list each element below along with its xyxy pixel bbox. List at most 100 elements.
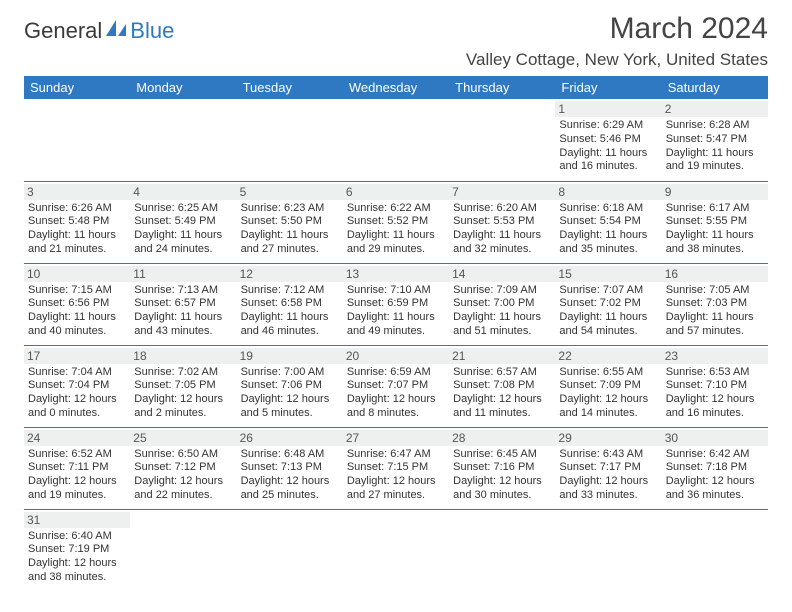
calendar-cell: 3 Sunrise: 6:26 AMSunset: 5:48 PMDaylight… bbox=[24, 181, 130, 263]
day-info: Sunrise: 7:15 AMSunset: 6:56 PMDaylight:… bbox=[28, 284, 126, 339]
calendar-cell: 23Sunrise: 6:53 AMSunset: 7:10 PMDayligh… bbox=[662, 345, 768, 427]
day-number: 15 bbox=[555, 266, 661, 282]
logo: General Blue bbox=[24, 18, 174, 44]
day-number: 4 bbox=[130, 184, 236, 200]
calendar-cell: 6 Sunrise: 6:22 AMSunset: 5:52 PMDaylight… bbox=[343, 181, 449, 263]
calendar-cell-empty bbox=[449, 509, 555, 591]
calendar-cell-empty bbox=[343, 509, 449, 591]
calendar-row: 17Sunrise: 7:04 AMSunset: 7:04 PMDayligh… bbox=[24, 345, 768, 427]
calendar-cell: 7 Sunrise: 6:20 AMSunset: 5:53 PMDaylight… bbox=[449, 181, 555, 263]
day-number: 6 bbox=[343, 184, 449, 200]
day-info: Sunrise: 7:12 AMSunset: 6:58 PMDaylight:… bbox=[241, 284, 339, 339]
day-number: 30 bbox=[662, 430, 768, 446]
calendar-row: 10 Sunrise: 7:15 AMSunset: 6:56 PMDayligh… bbox=[24, 263, 768, 345]
day-info: Sunrise: 7:05 AMSunset: 7:03 PMDaylight:… bbox=[666, 284, 764, 339]
calendar-cell: 19Sunrise: 7:00 AMSunset: 7:06 PMDayligh… bbox=[237, 345, 343, 427]
day-info: Sunrise: 6:52 AMSunset: 7:11 PMDaylight:… bbox=[28, 448, 126, 503]
day-number: 17 bbox=[24, 348, 130, 364]
calendar-cell: 11Sunrise: 7:13 AMSunset: 6:57 PMDayligh… bbox=[130, 263, 236, 345]
logo-word-2: Blue bbox=[130, 18, 174, 44]
day-info: Sunrise: 6:28 AMSunset: 5:47 PMDaylight:… bbox=[666, 119, 764, 174]
day-info: Sunrise: 7:02 AMSunset: 7:05 PMDaylight:… bbox=[134, 366, 232, 421]
calendar-row: 1Sunrise: 6:29 AMSunset: 5:46 PMDaylight… bbox=[24, 99, 768, 181]
calendar-cell: 17Sunrise: 7:04 AMSunset: 7:04 PMDayligh… bbox=[24, 345, 130, 427]
day-info: Sunrise: 6:18 AMSunset: 5:54 PMDaylight:… bbox=[559, 202, 657, 257]
weekday-header: Friday bbox=[555, 76, 661, 99]
day-info: Sunrise: 6:26 AMSunset: 5:48 PMDaylight:… bbox=[28, 202, 126, 257]
day-number: 8 bbox=[555, 184, 661, 200]
logo-word-1: General bbox=[24, 18, 102, 44]
calendar-cell: 28 Sunrise: 6:45 AMSunset: 7:16 PMDayligh… bbox=[449, 427, 555, 509]
calendar-cell-empty bbox=[24, 99, 130, 181]
day-info: Sunrise: 6:43 AMSunset: 7:17 PMDaylight:… bbox=[559, 448, 657, 503]
weekday-header: Monday bbox=[130, 76, 236, 99]
calendar-head: SundayMondayTuesdayWednesdayThursdayFrid… bbox=[24, 76, 768, 99]
day-info: Sunrise: 7:10 AMSunset: 6:59 PMDaylight:… bbox=[347, 284, 445, 339]
day-number: 1 bbox=[555, 101, 661, 117]
day-info: Sunrise: 7:07 AMSunset: 7:02 PMDaylight:… bbox=[559, 284, 657, 339]
location-text: Valley Cottage, New York, United States bbox=[466, 50, 768, 70]
day-info: Sunrise: 6:23 AMSunset: 5:50 PMDaylight:… bbox=[241, 202, 339, 257]
calendar-cell-empty bbox=[130, 509, 236, 591]
calendar-body: 1Sunrise: 6:29 AMSunset: 5:46 PMDaylight… bbox=[24, 99, 768, 591]
calendar-cell-empty bbox=[237, 509, 343, 591]
calendar-cell: 12 Sunrise: 7:12 AMSunset: 6:58 PMDayligh… bbox=[237, 263, 343, 345]
calendar-cell: 8 Sunrise: 6:18 AMSunset: 5:54 PMDaylight… bbox=[555, 181, 661, 263]
calendar-cell-empty bbox=[555, 509, 661, 591]
day-number: 11 bbox=[130, 266, 236, 282]
day-number: 26 bbox=[237, 430, 343, 446]
calendar-cell: 26 Sunrise: 6:48 AMSunset: 7:13 PMDayligh… bbox=[237, 427, 343, 509]
weekday-header: Wednesday bbox=[343, 76, 449, 99]
day-info: Sunrise: 7:09 AMSunset: 7:00 PMDaylight:… bbox=[453, 284, 551, 339]
day-info: Sunrise: 6:48 AMSunset: 7:13 PMDaylight:… bbox=[241, 448, 339, 503]
day-number: 23 bbox=[662, 348, 768, 364]
day-info: Sunrise: 6:20 AMSunset: 5:53 PMDaylight:… bbox=[453, 202, 551, 257]
calendar-cell-empty bbox=[343, 99, 449, 181]
calendar-cell: 15 Sunrise: 7:07 AMSunset: 7:02 PMDayligh… bbox=[555, 263, 661, 345]
calendar-cell: 16Sunrise: 7:05 AMSunset: 7:03 PMDayligh… bbox=[662, 263, 768, 345]
day-number: 28 bbox=[449, 430, 555, 446]
calendar-cell: 10 Sunrise: 7:15 AMSunset: 6:56 PMDayligh… bbox=[24, 263, 130, 345]
day-number: 2 bbox=[662, 101, 768, 117]
day-number: 7 bbox=[449, 184, 555, 200]
day-info: Sunrise: 6:47 AMSunset: 7:15 PMDaylight:… bbox=[347, 448, 445, 503]
calendar-cell: 9 Sunrise: 6:17 AMSunset: 5:55 PMDaylight… bbox=[662, 181, 768, 263]
calendar-cell-empty bbox=[449, 99, 555, 181]
day-info: Sunrise: 6:22 AMSunset: 5:52 PMDaylight:… bbox=[347, 202, 445, 257]
calendar-cell: 21Sunrise: 6:57 AMSunset: 7:08 PMDayligh… bbox=[449, 345, 555, 427]
day-number: 12 bbox=[237, 266, 343, 282]
calendar-cell: 4Sunrise: 6:25 AMSunset: 5:49 PMDaylight… bbox=[130, 181, 236, 263]
calendar-cell: 14 Sunrise: 7:09 AMSunset: 7:00 PMDayligh… bbox=[449, 263, 555, 345]
calendar-cell-empty bbox=[237, 99, 343, 181]
weekday-header: Tuesday bbox=[237, 76, 343, 99]
calendar-cell: 18 Sunrise: 7:02 AMSunset: 7:05 PMDayligh… bbox=[130, 345, 236, 427]
day-info: Sunrise: 6:17 AMSunset: 5:55 PMDaylight:… bbox=[666, 202, 764, 257]
day-number: 18 bbox=[130, 348, 236, 364]
day-number: 31 bbox=[24, 512, 130, 528]
day-number: 25 bbox=[130, 430, 236, 446]
calendar-row: 24 Sunrise: 6:52 AMSunset: 7:11 PMDayligh… bbox=[24, 427, 768, 509]
day-info: Sunrise: 6:45 AMSunset: 7:16 PMDaylight:… bbox=[453, 448, 551, 503]
day-number: 3 bbox=[24, 184, 130, 200]
day-number: 24 bbox=[24, 430, 130, 446]
calendar-cell: 30Sunrise: 6:42 AMSunset: 7:18 PMDayligh… bbox=[662, 427, 768, 509]
calendar-cell-empty bbox=[130, 99, 236, 181]
weekday-header: Sunday bbox=[24, 76, 130, 99]
day-info: Sunrise: 6:57 AMSunset: 7:08 PMDaylight:… bbox=[453, 366, 551, 421]
day-info: Sunrise: 6:59 AMSunset: 7:07 PMDaylight:… bbox=[347, 366, 445, 421]
calendar-cell: 2 Sunrise: 6:28 AMSunset: 5:47 PMDaylight… bbox=[662, 99, 768, 181]
day-number: 29 bbox=[555, 430, 661, 446]
day-number: 27 bbox=[343, 430, 449, 446]
day-number: 19 bbox=[237, 348, 343, 364]
day-number: 14 bbox=[449, 266, 555, 282]
weekday-header: Saturday bbox=[662, 76, 768, 99]
month-title: March 2024 bbox=[466, 12, 768, 46]
calendar-cell: 5Sunrise: 6:23 AMSunset: 5:50 PMDaylight… bbox=[237, 181, 343, 263]
calendar-row: 3 Sunrise: 6:26 AMSunset: 5:48 PMDaylight… bbox=[24, 181, 768, 263]
day-info: Sunrise: 6:50 AMSunset: 7:12 PMDaylight:… bbox=[134, 448, 232, 503]
calendar-cell: 31Sunrise: 6:40 AMSunset: 7:19 PMDayligh… bbox=[24, 509, 130, 591]
calendar-cell: 27 Sunrise: 6:47 AMSunset: 7:15 PMDayligh… bbox=[343, 427, 449, 509]
day-number: 9 bbox=[662, 184, 768, 200]
day-number: 10 bbox=[24, 266, 130, 282]
calendar-cell: 22Sunrise: 6:55 AMSunset: 7:09 PMDayligh… bbox=[555, 345, 661, 427]
